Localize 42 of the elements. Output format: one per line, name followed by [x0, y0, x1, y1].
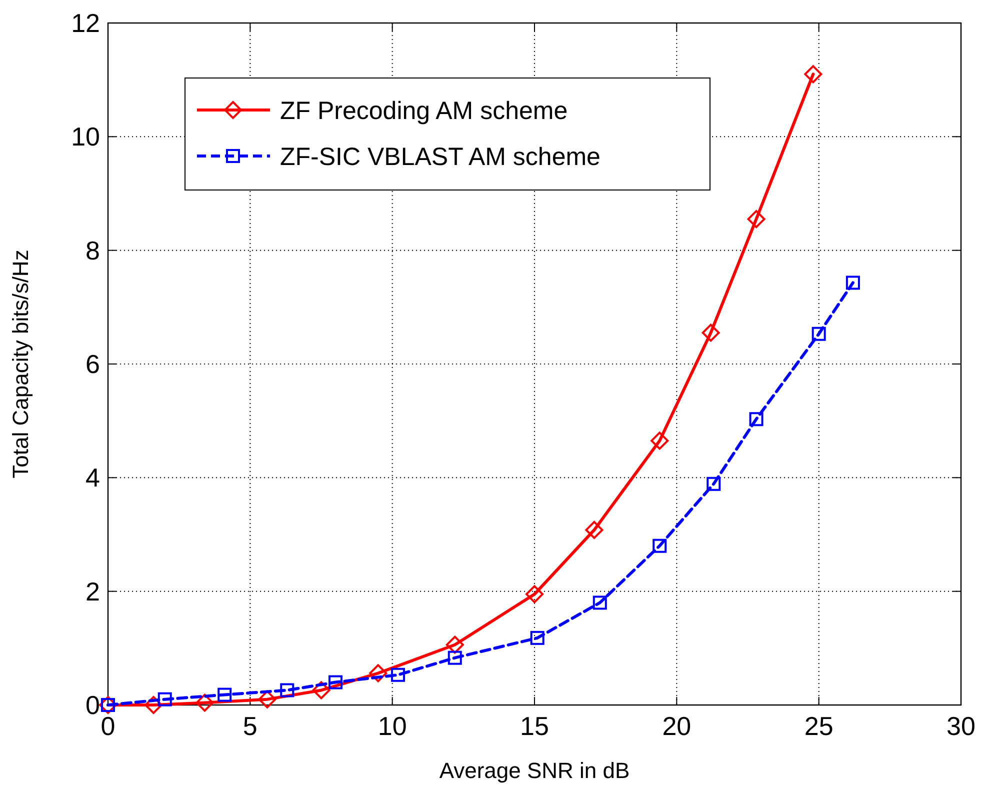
point	[706, 476, 721, 491]
x-tick-label: 30	[946, 711, 976, 741]
point	[196, 694, 214, 712]
point	[369, 664, 388, 682]
point	[312, 681, 330, 700]
point	[812, 326, 826, 341]
x-tick-label: 20	[662, 711, 692, 741]
y-tick-label: 4	[86, 462, 100, 493]
point	[258, 690, 276, 708]
point	[702, 324, 720, 342]
x-axis-title: Average SNR in dB	[439, 758, 630, 783]
y-tick-label: 10	[71, 122, 100, 152]
point	[328, 675, 342, 690]
point	[280, 683, 294, 698]
point	[747, 210, 766, 228]
point	[749, 412, 764, 426]
point	[448, 650, 462, 665]
point	[218, 688, 232, 702]
point	[526, 585, 544, 604]
y-tick-label: 8	[86, 235, 100, 266]
point	[144, 696, 162, 714]
point	[391, 668, 406, 682]
legend-label: ZF Precoding AM scheme	[280, 97, 568, 125]
x-tick-label: 25	[804, 711, 834, 741]
point	[446, 636, 464, 654]
point	[592, 596, 607, 610]
y-tick-label: 12	[71, 8, 100, 38]
point	[804, 65, 822, 84]
y-tick-label: 2	[86, 576, 100, 606]
point	[585, 520, 604, 539]
point	[650, 432, 669, 450]
y-tick-label: 6	[86, 349, 100, 379]
point	[846, 276, 860, 290]
x-tick-label: 15	[520, 711, 549, 741]
x-tick-label: 5	[242, 711, 258, 741]
x-tick-label: 10	[378, 711, 407, 741]
point	[530, 630, 544, 645]
y-axis-title: Total Capacity bits/s/Hz	[8, 250, 33, 478]
legend-label: ZF-SIC VBLAST AM scheme	[280, 143, 600, 171]
point	[652, 538, 667, 553]
point	[158, 692, 172, 706]
y-tick-label: 0	[86, 690, 100, 720]
